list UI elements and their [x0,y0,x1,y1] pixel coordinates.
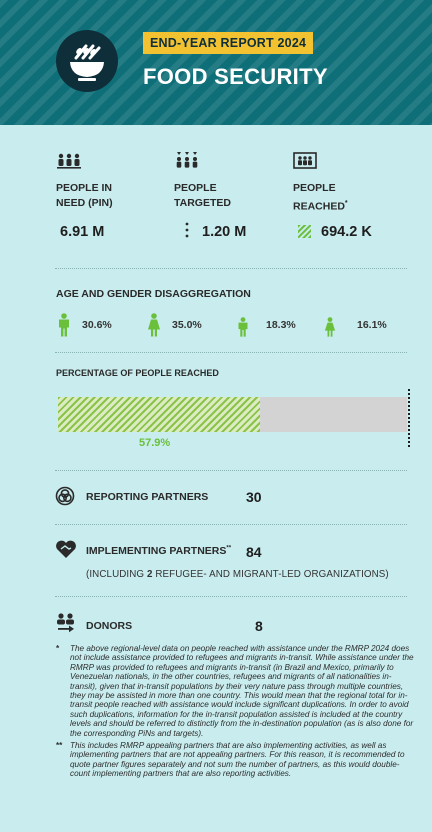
handshake-heart-icon [56,540,76,558]
stat-people-in-need: PEOPLE IN NEED (PIN) 6.91 M [56,152,166,240]
target-marker [408,389,410,447]
divider [55,470,407,471]
reached-percent-label: 57.9% [139,437,171,449]
people-in-need-icon [57,153,81,169]
stat-people-reached: PEOPLE REACHED* 694.2 K [293,152,403,240]
reached-progress-bar [58,397,407,432]
divider [55,596,407,597]
adult-woman-icon [148,313,160,337]
stat-label: PEOPLE TARGETED [174,182,231,209]
page-title: FOOD SECURITY [143,64,328,89]
reporting-partners-value: 30 [246,489,262,505]
dotted-separator-icon [185,222,189,238]
divider [55,268,407,269]
footnote: ** This includes RMRP appealing partners… [56,741,405,779]
adult-man-icon [59,313,69,337]
age-group-boy: 18.3% [236,313,296,337]
reporting-partners-label: REPORTING PARTNERS [86,491,209,503]
hatched-legend-icon [298,225,311,238]
report-badge: END-YEAR REPORT 2024 [143,32,314,54]
girl-icon [324,317,336,337]
age-group-girl: 16.1% [323,313,387,337]
boy-icon [238,317,248,337]
age-gender-title: AGE AND GENDER DISAGGREGATION [56,288,251,300]
age-group-pct: 16.1% [357,319,387,331]
people-targeted-icon [176,152,198,168]
food-bowl-icon [56,30,118,92]
reporting-partners-icon [55,486,75,506]
stat-value: 694.2 K [321,224,372,240]
reached-progress-fill [58,397,261,432]
stat-value: 1.20 M [202,224,247,240]
donors-label: DONORS [86,620,133,632]
implementing-partners-note: (INCLUDING 2 REFUGEE- AND MIGRANT-LED OR… [86,569,389,580]
age-group-adult-man: 30.6% [56,313,112,337]
implementing-partners-value: 84 [246,544,262,560]
age-group-adult-woman: 35.0% [146,313,202,337]
stat-people-targeted: PEOPLE TARGETED 1.20 M [174,152,284,240]
stat-label: PEOPLE REACHED* [293,182,348,213]
stat-label: PEOPLE IN NEED (PIN) [56,182,113,209]
people-reached-icon [293,152,317,169]
age-group-pct: 30.6% [82,319,112,331]
age-group-pct: 18.3% [266,319,296,331]
age-group-pct: 35.0% [172,319,202,331]
footnote: * The above regional-level data on peopl… [56,644,414,738]
donors-value: 8 [255,618,263,634]
donors-icon [57,613,74,633]
implementing-partners-label: IMPLEMENTING PARTNERS** [86,545,232,557]
divider [55,352,407,353]
stat-value: 6.91 M [60,224,105,240]
reached-title: PERCENTAGE OF PEOPLE REACHED [56,368,219,378]
divider [55,524,407,525]
header-banner: END-YEAR REPORT 2024 FOOD SECURITY [0,0,432,125]
